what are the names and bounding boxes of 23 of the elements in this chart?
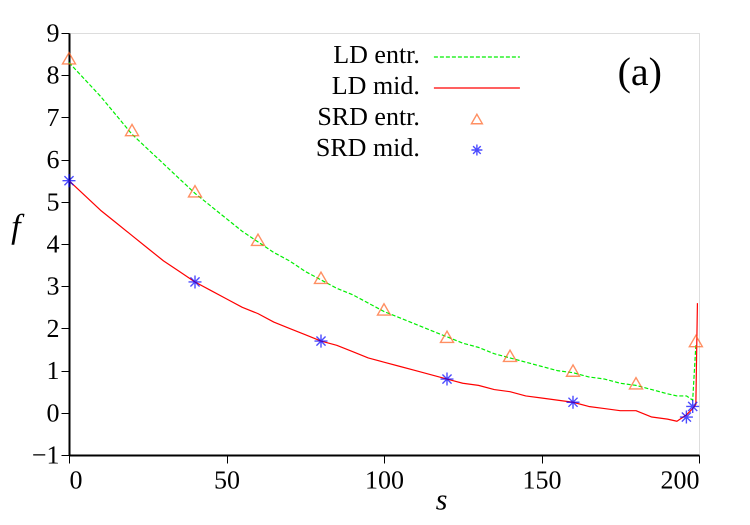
x-tick-label: 100: [365, 466, 404, 494]
annotation: (a): [618, 49, 662, 94]
y-axis-title: f: [11, 208, 26, 246]
legend-label: LD mid.: [332, 71, 420, 100]
x-tick-label: 200: [660, 466, 700, 494]
y-tick-label: 2: [46, 314, 60, 343]
y-tick-label: −1: [32, 440, 60, 470]
legend-label: SRD entr.: [317, 102, 420, 131]
y-tick-label: 7: [46, 102, 60, 132]
y-tick-label: 6: [46, 145, 60, 174]
x-tick-label: 0: [70, 466, 82, 494]
x-tick-label: 150: [522, 466, 562, 494]
y-tick-label: 5: [46, 187, 60, 216]
y-tick-label: 3: [46, 272, 60, 301]
y-tick-label: 4: [46, 230, 60, 258]
legend-label: SRD mid.: [316, 133, 420, 162]
x-axis-title: s: [436, 484, 448, 516]
y-tick-label: 1: [46, 356, 60, 386]
y-tick-label: 8: [46, 60, 60, 90]
y-tick-label: 0: [46, 398, 60, 428]
x-tick-label: 50: [214, 466, 240, 494]
legend-label: LD entr.: [333, 40, 420, 69]
y-tick-label: 9: [46, 18, 60, 48]
